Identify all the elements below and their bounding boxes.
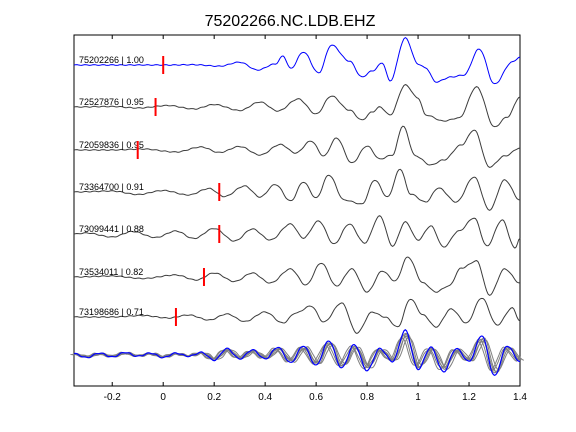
- waveform-line: [73, 84, 521, 128]
- trace-label: 72527876 | 0.95: [79, 97, 144, 107]
- trace-label: 73534011 | 0.82: [79, 267, 143, 277]
- trace-label: 72059836 | 0.95: [79, 140, 144, 150]
- trace-group: 73364700 | 0.91: [73, 168, 521, 211]
- trace-group: 73198686 | 0.71: [73, 297, 521, 334]
- x-tick-label: -0.2: [104, 392, 122, 403]
- trace-group: 73534011 | 0.82: [73, 256, 521, 296]
- trace-label: 75202266 | 1.00: [79, 55, 144, 65]
- x-tick-label: 1.2: [462, 392, 476, 403]
- waveform-line: [73, 215, 521, 249]
- x-tick-label: 1.4: [513, 392, 527, 403]
- x-axis: -0.2 0 0.2 0.4 0.6 0.8 1 1.2 1.4: [104, 35, 527, 403]
- trace-stack: 75202266 | 1.00 72527876 | 0.95 72059836 |…: [73, 36, 521, 334]
- chart-title: 75202266.NC.LDB.EHZ: [205, 13, 376, 30]
- waveform-line: [73, 297, 521, 334]
- trace-label: 73099441 | 0.88: [79, 224, 144, 234]
- plot-area-frame: [73, 34, 521, 387]
- x-tick-label: 0.4: [258, 392, 272, 403]
- waveform-line: [73, 168, 521, 211]
- x-tick-label: 0: [160, 392, 166, 403]
- waveform-line: [73, 125, 521, 168]
- trace-group: 73099441 | 0.88: [73, 215, 521, 249]
- waveform-line: [73, 256, 521, 296]
- trace-group: 72527876 | 0.95: [73, 84, 521, 128]
- trace-label: 73198686 | 0.71: [79, 307, 144, 317]
- trace-group: 75202266 | 1.00: [73, 36, 521, 85]
- x-tick-label: 0.8: [360, 392, 374, 403]
- stack-reference-line: [73, 329, 521, 376]
- x-tick-label: 0.6: [309, 392, 323, 403]
- x-tick-label: 1: [415, 392, 421, 403]
- trace-label: 73364700 | 0.91: [79, 182, 144, 192]
- stacked-overlay: [70, 329, 525, 376]
- x-tick-label: 0.2: [207, 392, 221, 403]
- reference-waveform: [73, 36, 521, 85]
- trace-group: 72059836 | 0.95: [73, 125, 521, 168]
